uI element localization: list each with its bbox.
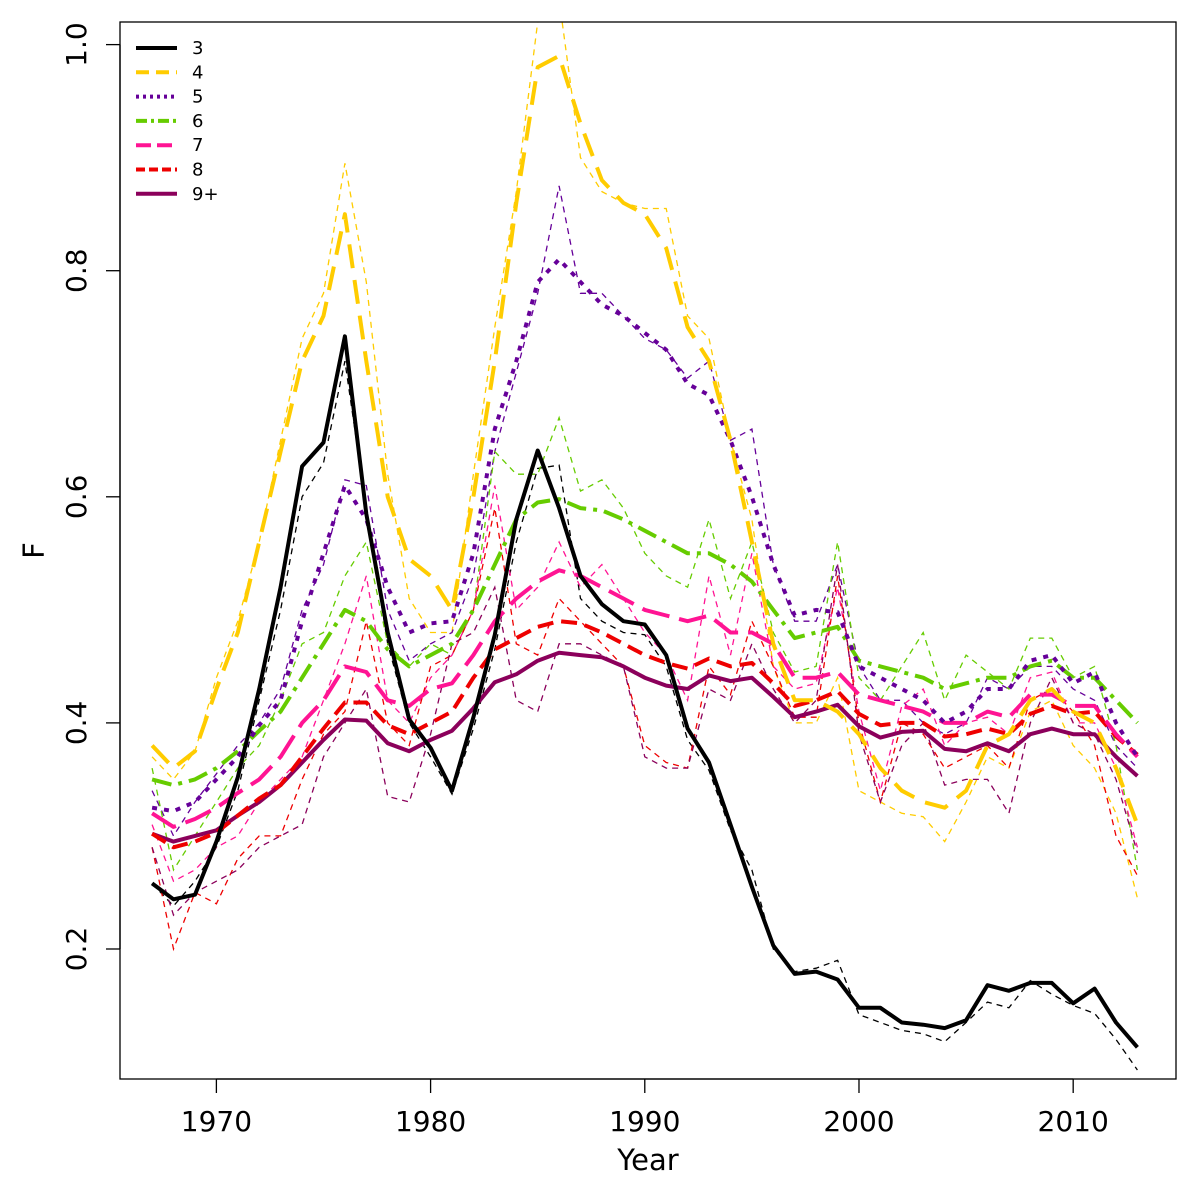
series-4-line: [150, 53, 1140, 826]
y-axis: 0.2 0.4 0.6 0.8 1.0: [60, 22, 121, 972]
y-tick-label: 0.4: [60, 701, 93, 746]
legend-label-4: 4: [192, 62, 203, 83]
series-7-dashed-line: [151, 485, 1139, 883]
series-5-dashed-line: [151, 185, 1138, 838]
series-6-dashed-line: [151, 415, 1139, 872]
legend-label-3: 3: [192, 38, 203, 59]
plot-frame: [119, 21, 1177, 1080]
series-8-line: [151, 619, 1139, 850]
series-9+-line: [151, 650, 1139, 844]
legend-label-5: 5: [192, 87, 203, 108]
x-tick-label: 2010: [1038, 1105, 1109, 1138]
x-axis-title: Year: [616, 1143, 678, 1177]
x-tick-label: 1990: [609, 1105, 680, 1138]
x-tick-label: 1980: [395, 1105, 466, 1138]
series-3-line: [150, 334, 1139, 1049]
series-4-dashed-line: [151, 22, 1139, 899]
x-tick-label: 2000: [823, 1105, 894, 1138]
legend-label-8: 8: [192, 160, 203, 181]
x-tick-label: 1970: [181, 1105, 252, 1138]
legend-label-9+: 9+: [192, 184, 219, 205]
series-7-line: [151, 568, 1139, 829]
series-6-line: [151, 497, 1139, 788]
series-8-dashed-line: [151, 507, 1138, 952]
y-tick-label: 0.2: [60, 927, 93, 972]
y-tick-label: 1.0: [60, 22, 93, 67]
series-lines: [150, 53, 1140, 1049]
y-axis-title: F: [17, 542, 51, 559]
series-5-line: [151, 257, 1140, 814]
x-axis: 1970 1980 1990 2000 2010: [181, 1078, 1109, 1138]
legend-label-7: 7: [192, 135, 203, 156]
y-tick-label: 0.8: [60, 248, 93, 293]
y-tick-label: 0.6: [60, 475, 93, 520]
series-9+-dashed-line: [151, 564, 1139, 917]
legend: 3 4 5 6 7 8 9+: [136, 38, 219, 205]
dashed-estimate-lines: [151, 22, 1139, 1071]
series-3-dashed-line: [151, 360, 1138, 1071]
legend-label-6: 6: [192, 111, 203, 132]
